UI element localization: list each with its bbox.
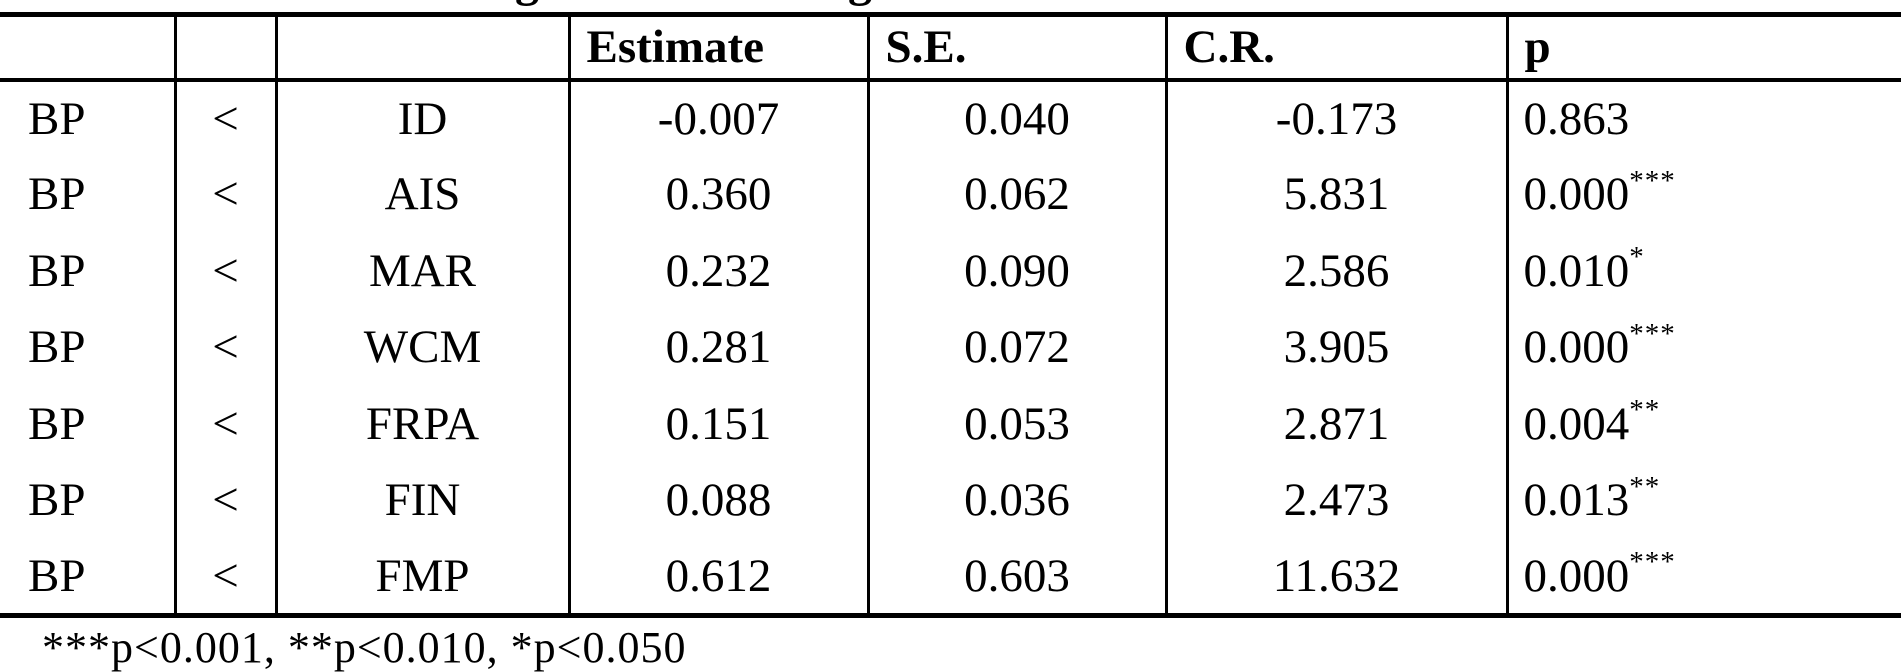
cell-variable: MAR [274,232,569,309]
table-row: BP < AIS 0.360 0.062 5.831 0.000*** [0,156,1901,233]
significance-stars: *** [1629,164,1676,197]
cell-lhs: BP [28,244,86,297]
cell-relation: < [173,79,276,156]
cell-lhs: BP [28,168,86,221]
table-body: BP < ID -0.007 0.040 -0.173 0.863 BP < A… [0,79,1901,618]
cell-se: 0.072 [866,309,1166,386]
caption-g-glyph: g [515,0,553,5]
cell-se: 0.090 [866,232,1166,309]
cell-lhs: BP [0,538,175,618]
cell-se: 0.040 [866,79,1166,156]
cell-cr: 2.586 [1164,232,1507,309]
significance-stars: ** [1629,394,1661,427]
cell-variable: FMP [274,538,569,618]
header-se: S.E. [866,14,1166,82]
cell-se: 0.062 [866,156,1166,233]
header-row: Estimate S.E. C.R. p [0,14,1901,82]
cell-p: 0.000*** [1505,156,1901,233]
cell-relation: < [173,232,276,309]
p-value: 0.013 [1523,474,1630,527]
cell-variable: FIN [274,462,569,539]
cell-p: 0.000*** [1505,309,1901,386]
p-value: 0.010 [1523,244,1630,297]
cell-relation: < [173,462,276,539]
significance-stars: ** [1629,470,1661,503]
table-row: BP < FRPA 0.151 0.053 2.871 0.004** [0,385,1901,462]
table-row: BP < FIN 0.088 0.036 2.473 0.013** [0,462,1901,539]
header-relation [173,14,276,82]
p-value: 0.000 [1523,321,1630,374]
cell-cr: 11.632 [1164,538,1507,618]
table-row: BP < MAR 0.232 0.090 2.586 0.010* [0,232,1901,309]
cell-lhs: BP [28,397,86,450]
table-row: BP < WCM 0.281 0.072 3.905 0.000*** [0,309,1901,386]
header-estimate: Estimate [567,14,868,82]
header-p: p [1505,14,1901,82]
cell-estimate: -0.007 [567,79,868,156]
cell-relation: < [173,538,276,618]
significance-stars: *** [1629,317,1676,350]
p-value: 0.863 [1523,92,1630,145]
significance-stars: * [1629,241,1645,274]
cell-relation: < [173,156,276,233]
regression-weights-table: Estimate S.E. C.R. p BP < ID -0.007 0.04… [0,12,1901,618]
table-row: BP < FMP 0.612 0.603 11.632 0.000*** [0,538,1901,618]
p-value: 0.000 [1523,168,1630,221]
cell-p: 0.000*** [1505,538,1901,618]
cell-estimate: 0.612 [567,538,868,618]
p-value: 0.000 [1523,549,1630,602]
cell-cr: 3.905 [1164,309,1507,386]
clipped-caption-descender: g [848,0,886,11]
header-variable [274,14,569,82]
cell-cr: -0.173 [1164,79,1507,156]
cell-lhs: BP [28,92,86,145]
cell-variable: AIS [274,156,569,233]
caption-g-glyph: g [848,0,886,5]
cell-p: 0.863 [1505,79,1901,156]
cell-p: 0.013** [1505,462,1901,539]
significance-stars: *** [1629,545,1676,578]
cell-relation: < [173,309,276,386]
significance-footnote: ***p<0.001, **p<0.010, *p<0.050 [42,623,687,672]
cell-relation: < [173,385,276,462]
p-value: 0.004 [1523,397,1630,450]
cell-variable: ID [274,79,569,156]
cell-estimate: 0.151 [567,385,868,462]
cell-cr: 2.871 [1164,385,1507,462]
header-cr: C.R. [1164,14,1507,82]
cell-variable: WCM [274,309,569,386]
cell-estimate: 0.360 [567,156,868,233]
cell-se: 0.603 [866,538,1166,618]
cell-estimate: 0.232 [567,232,868,309]
clipped-caption-descender: g [515,0,553,11]
cell-p: 0.004** [1505,385,1901,462]
cell-lhs: BP [28,474,86,527]
cell-lhs: BP [28,321,86,374]
cell-variable: FRPA [274,385,569,462]
cell-se: 0.036 [866,462,1166,539]
cell-p: 0.010* [1505,232,1901,309]
cell-cr: 2.473 [1164,462,1507,539]
cell-cr: 5.831 [1164,156,1507,233]
table-row: BP < ID -0.007 0.040 -0.173 0.863 [0,79,1901,156]
cell-se: 0.053 [866,385,1166,462]
cell-estimate: 0.281 [567,309,868,386]
header-lhs [0,14,175,82]
cell-estimate: 0.088 [567,462,868,539]
